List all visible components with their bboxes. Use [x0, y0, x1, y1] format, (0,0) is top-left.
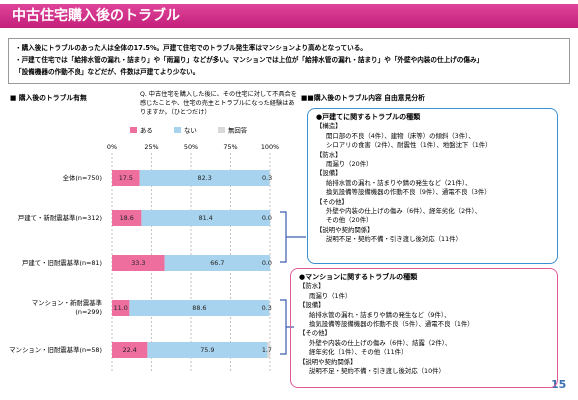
section-line: 外壁や内装の仕上げの傷み（6件）、経年劣化（2件）、 — [326, 207, 482, 216]
y-tick-label: マンション・新耐震基準(n=299) — [31, 299, 102, 316]
x-tick-label: 75% — [223, 143, 237, 151]
x-tick-label: 0% — [107, 143, 117, 151]
data-label: 0.3 — [262, 304, 272, 312]
data-label: 18.6 — [120, 214, 134, 222]
chart-title: ■ 購入後のトラブル有無 — [10, 94, 87, 102]
section-line: 開口部の不良（4件）、建物（床等）の傾斜（3件）、 — [326, 131, 475, 140]
legend-label: ない — [184, 127, 197, 135]
bar-segment — [147, 342, 268, 358]
section-line: 換気設備等設備機器の作動不良（9件）、通電不良（3件） — [326, 188, 491, 197]
box-title: ●マンションに関するトラブルの種類 — [299, 273, 418, 281]
box-title: ●戸建てに関するトラブルの種類 — [316, 113, 421, 121]
summary-box: ・購入後にトラブルのあった人は全体の17.5%。戸建て住宅でのトラブル発生率はマ… — [8, 38, 570, 84]
data-label: 82.3 — [198, 174, 212, 182]
data-label: 75.9 — [200, 346, 214, 354]
legend-swatch — [174, 127, 181, 133]
section-line: 経年劣化（1件）、その他（11件） — [309, 348, 408, 357]
y-tick-label: マンション・旧耐震基準(n=58) — [9, 345, 102, 354]
section-line: 雨漏り（20件） — [326, 160, 373, 169]
section-line: その他（20件） — [326, 216, 373, 225]
bar-segment — [141, 210, 270, 226]
bar-segment — [129, 300, 270, 316]
analysis-title: ■■購入後のトラブル内容 自由意見分析 — [301, 94, 425, 102]
legend-label: ある — [140, 127, 153, 135]
data-label: 0.0 — [262, 214, 272, 222]
section-heading: 【防水】 — [316, 150, 342, 159]
legend-swatch — [218, 127, 225, 133]
bar-segment — [112, 255, 165, 271]
bar-segment — [267, 342, 270, 358]
section-line: 雨漏り（1件） — [309, 291, 352, 300]
bar-segment — [164, 255, 270, 271]
bar-segment — [112, 342, 148, 358]
legend-swatch — [130, 127, 137, 133]
y-tick-label: 戸建て・新耐震基準(n=312) — [17, 213, 102, 222]
bar-segment — [112, 210, 142, 226]
section-line: 説明不足・契約不備・引き渡し後対応（11件） — [326, 235, 462, 244]
x-tick-label: 100% — [261, 143, 279, 151]
data-label: 33.3 — [131, 259, 145, 267]
section-heading: 【設備】 — [316, 169, 342, 178]
section-line: 説明不足・契約不備・引き渡し後対応（10件） — [309, 367, 445, 376]
data-label: 0.0 — [262, 259, 272, 267]
summary-line: ・購入後にトラブルのあった人は全体の17.5%。戸建て住宅でのトラブル発生率はマ… — [15, 44, 367, 52]
y-tick-label: 戸建て・旧耐震基準(n=81) — [21, 258, 102, 267]
bar-segment — [139, 170, 270, 186]
summary-line: ・戸建て住宅では「給排水管の漏れ・詰まり」や「雨漏り」などが多い。マンションでは… — [15, 56, 484, 64]
data-label: 81.4 — [199, 214, 213, 222]
section-heading: 【説明や契約関係】 — [299, 357, 357, 366]
y-tick-label: 全体(n=750) — [62, 173, 102, 182]
section-heading: 【その他】 — [316, 197, 348, 206]
data-label: 88.6 — [192, 304, 206, 312]
legend-label: 無回答 — [228, 126, 248, 135]
data-label: 11.0 — [114, 304, 128, 312]
data-label: 0.3 — [262, 174, 272, 182]
data-label: 17.5 — [119, 174, 133, 182]
section-heading: 【説明や契約関係】 — [316, 225, 374, 234]
data-label: 22.4 — [123, 346, 137, 354]
analysis-box: ●戸建てに関するトラブルの種類 【構造】 開口部の不良（4件）、建物（床等）の傾斜（… — [307, 108, 558, 264]
section-line: 給排水管の漏れ・詰まりや錆の発生など（21件）、 — [326, 178, 472, 187]
x-tick-label: 50% — [184, 143, 198, 151]
section-line: 換気設備等設備機器の作動不良（5件）、通電不良（1件） — [309, 320, 474, 329]
bar-segment — [112, 170, 140, 186]
section-heading: 【構造】 — [316, 122, 342, 131]
data-label: 1.7 — [262, 346, 272, 354]
header-title: 中古住宅購入後のトラブル — [0, 4, 578, 28]
analysis-box: ●マンションに関するトラブルの種類 【防水】 雨漏り（1件） 【設備】 給排水管の漏れ・… — [290, 268, 558, 388]
x-tick-label: 25% — [144, 143, 158, 151]
section-heading: 【設備】 — [299, 301, 325, 310]
section-heading: 【防水】 — [299, 282, 325, 291]
section-line: シロアリの食害（2件）、耐震性（1件）、地盤沈下（1件） — [326, 141, 492, 150]
section-line: 給排水管の漏れ・詰まりや錆の発生など（9件）、 — [309, 310, 451, 319]
question: Q. 中古住宅を購入した後に、その住宅に対して不具合を感じたことや、住宅の売主と… — [140, 91, 297, 116]
section-heading: 【その他】 — [299, 329, 331, 338]
section-line: 外壁や内装の仕上げの傷み（6件）、結露（2件）、 — [309, 338, 452, 347]
summary-line: 「設備機器の作動不良」などだが、件数は戸建てより少ない。 — [15, 68, 200, 76]
bar-segment — [112, 300, 130, 316]
data-label: 66.7 — [210, 259, 224, 267]
